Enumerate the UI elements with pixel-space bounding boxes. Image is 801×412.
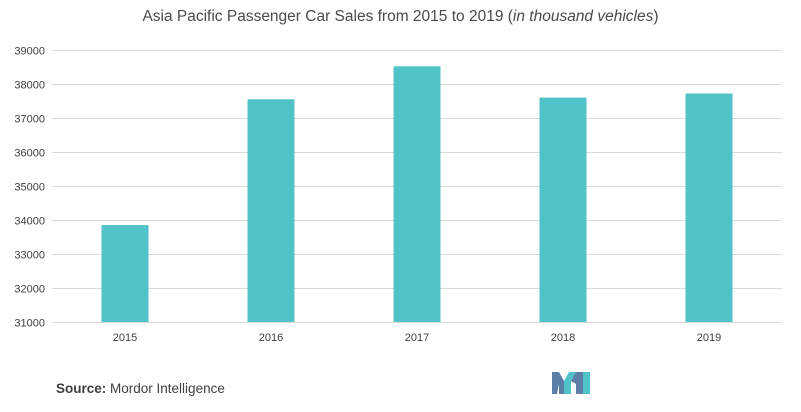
chart-title-main: Asia Pacific Passenger Car Sales from 20… bbox=[142, 8, 513, 25]
y-tick-label: 35000 bbox=[14, 182, 45, 194]
mordor-intelligence-logo-icon bbox=[552, 372, 590, 394]
source-note: Source: Mordor Intelligence bbox=[56, 381, 225, 396]
x-axis-ticks: 2015 2016 2017 2018 2019 bbox=[113, 332, 721, 344]
y-tick-label: 32000 bbox=[14, 284, 45, 296]
source-label: Source: bbox=[56, 381, 107, 396]
bar-2015 bbox=[101, 225, 149, 322]
chart-title-close: ) bbox=[653, 8, 659, 25]
source-name: Mordor Intelligence bbox=[110, 381, 225, 396]
x-tick-label: 2018 bbox=[551, 332, 575, 344]
y-tick-label: 36000 bbox=[14, 148, 45, 160]
x-tick-label: 2019 bbox=[697, 332, 721, 344]
chart-title-unit: in thousand vehicles bbox=[512, 8, 654, 25]
x-tick-label: 2017 bbox=[405, 332, 429, 344]
chart-title: Asia Pacific Passenger Car Sales from 20… bbox=[0, 8, 801, 26]
y-tick-label: 39000 bbox=[14, 46, 45, 58]
x-tick-label: 2015 bbox=[113, 332, 137, 344]
y-tick-label: 31000 bbox=[14, 318, 45, 330]
y-tick-label: 38000 bbox=[14, 80, 45, 92]
y-axis-ticks: 31000 32000 33000 34000 35000 36000 37000 38000… bbox=[14, 46, 45, 330]
y-tick-label: 33000 bbox=[14, 250, 45, 262]
bar-2018 bbox=[539, 97, 587, 322]
x-tick-label: 2016 bbox=[259, 332, 283, 344]
bar-2016 bbox=[247, 99, 295, 322]
bar-2019 bbox=[685, 93, 733, 323]
bars bbox=[101, 66, 733, 323]
bar-2017 bbox=[393, 66, 441, 322]
y-tick-label: 34000 bbox=[14, 216, 45, 228]
y-tick-label: 37000 bbox=[14, 114, 45, 126]
